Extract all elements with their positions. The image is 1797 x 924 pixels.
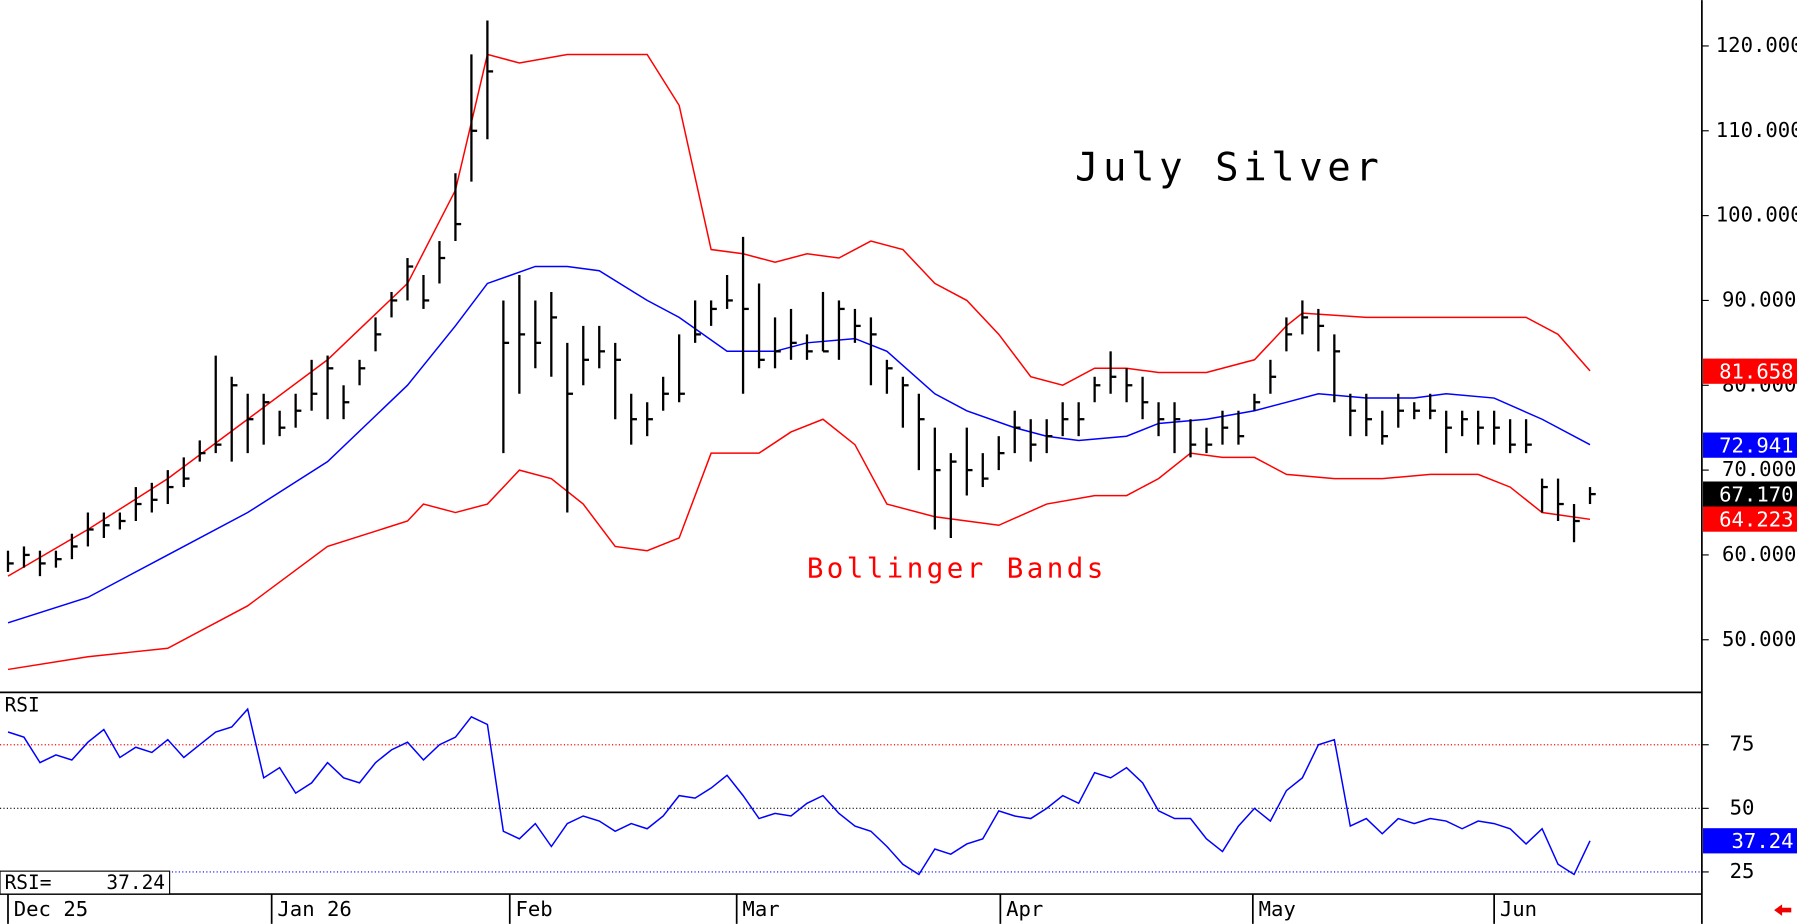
last-value-label: 64.223 [1719,507,1793,531]
rsi-last-box [1703,828,1797,854]
chart-title: July Silver [1075,145,1383,190]
y-tick-label: 120.000 [1716,33,1797,57]
rsi-y-tick-label: 25 [1730,859,1755,883]
y-tick-label: 50.000 [1722,627,1796,651]
rsi-panel-label: RSI [5,694,40,717]
plot-layers: 50.00060.00070.00080.00090.000100.000110… [0,20,1797,924]
x-tick-label: Dec 25 [14,897,88,921]
x-tick-label: Mar [742,897,779,921]
y-tick-label: 70.000 [1722,457,1796,481]
rsi-last-label: 37.24 [1732,829,1794,853]
x-tick-label: Feb [515,897,552,921]
last-value-box [1703,481,1797,507]
rsi-line [7,707,1591,876]
last-value-box [1703,506,1797,532]
y-tick-label: 90.000 [1722,287,1796,311]
rsi-readout-label: RSI= [5,871,52,894]
last-value-label: 81.658 [1719,359,1793,383]
rsi-y-tick-label: 75 [1730,732,1755,756]
x-tick-label: Jun [1500,897,1537,921]
y-tick-label: 60.000 [1722,542,1796,566]
bollinger-band [7,53,1591,577]
x-tick-label: Apr [1006,897,1043,921]
scroll-arrow[interactable] [1774,904,1792,916]
last-value-label: 67.170 [1719,482,1793,506]
last-value-box [1703,358,1797,384]
x-tick-label: May [1259,897,1296,921]
last-value-label: 72.941 [1719,433,1793,457]
bollinger-band [7,418,1591,671]
last-value-box [1703,432,1797,458]
x-tick-label: Jan 26 [277,897,351,921]
rsi-readout-box [0,870,171,895]
y-tick-label: 110.000 [1716,118,1797,142]
annotation: Bollinger Bands [807,553,1107,585]
rsi-readout-value: 37.24 [106,871,165,894]
y-tick-label: 100.000 [1716,203,1797,227]
rsi-y-tick-label: 50 [1730,795,1755,819]
